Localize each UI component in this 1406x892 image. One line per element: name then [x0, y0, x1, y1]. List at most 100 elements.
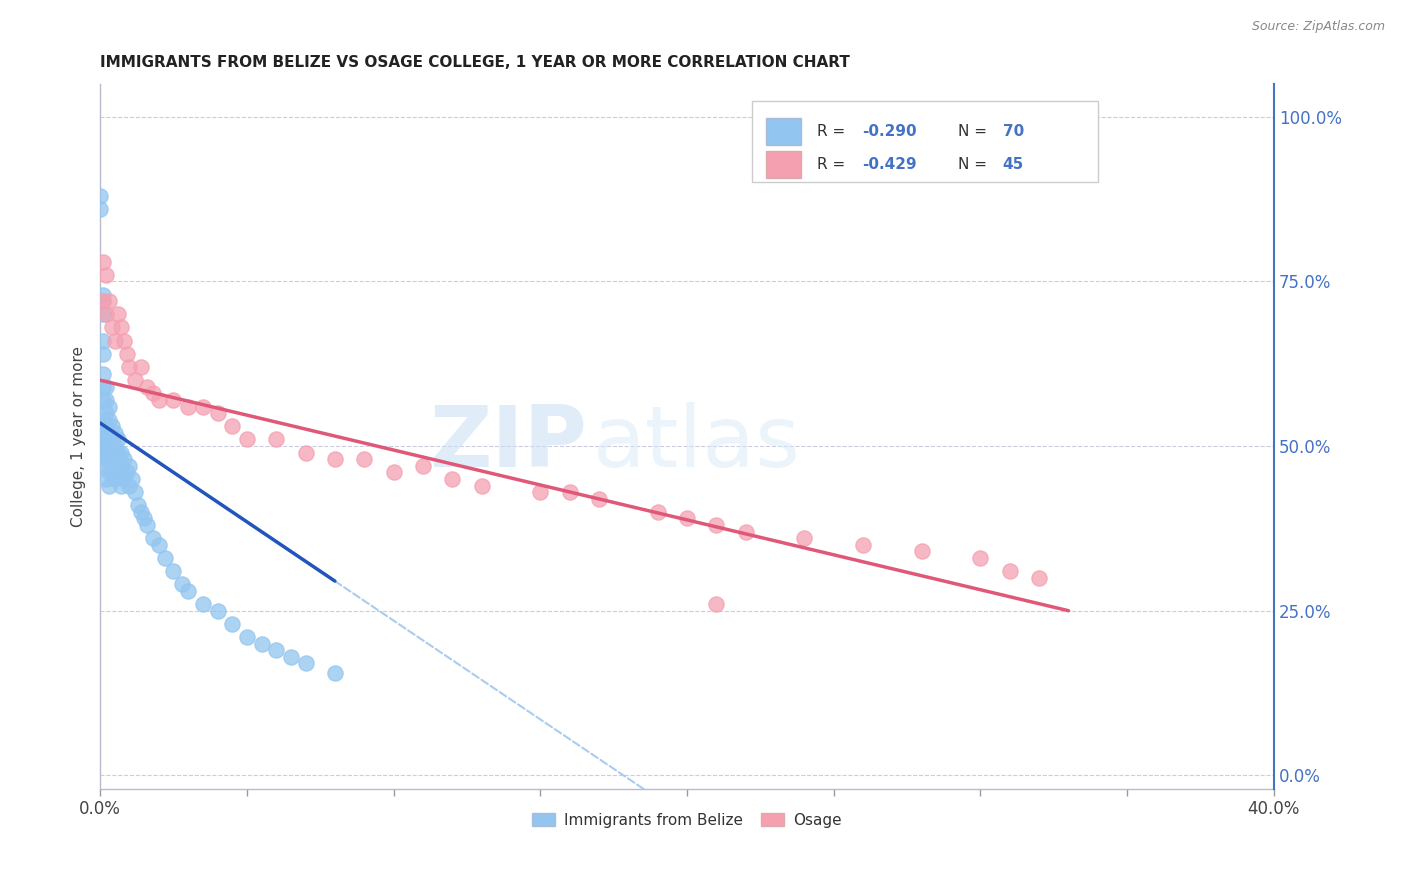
- Point: [353, 452, 375, 467]
- Point: [136, 518, 159, 533]
- Point: [734, 524, 756, 539]
- Point: [89, 202, 111, 216]
- Point: [89, 188, 111, 202]
- Point: [221, 419, 243, 434]
- Point: [118, 359, 141, 374]
- Point: [323, 666, 346, 681]
- Point: [172, 577, 194, 591]
- Point: [107, 307, 129, 321]
- Point: [104, 334, 127, 348]
- Point: [647, 505, 669, 519]
- Point: [1028, 571, 1050, 585]
- Point: [136, 380, 159, 394]
- Point: [94, 472, 117, 486]
- Point: [97, 413, 120, 427]
- Legend: Immigrants from Belize, Osage: Immigrants from Belize, Osage: [526, 806, 848, 834]
- Point: [104, 439, 127, 453]
- Point: [177, 400, 200, 414]
- Point: [852, 538, 875, 552]
- Point: [101, 445, 124, 459]
- Point: [588, 491, 610, 506]
- Point: [148, 538, 170, 552]
- Point: [91, 439, 114, 453]
- Point: [412, 458, 434, 473]
- Point: [129, 359, 152, 374]
- Point: [91, 347, 114, 361]
- Text: IMMIGRANTS FROM BELIZE VS OSAGE COLLEGE, 1 YEAR OR MORE CORRELATION CHART: IMMIGRANTS FROM BELIZE VS OSAGE COLLEGE,…: [100, 55, 851, 70]
- Point: [94, 458, 117, 473]
- Text: ZIP: ZIP: [429, 401, 588, 484]
- Bar: [766, 151, 801, 178]
- Point: [112, 334, 135, 348]
- Point: [911, 544, 934, 558]
- Point: [94, 380, 117, 394]
- Point: [94, 392, 117, 407]
- Point: [94, 433, 117, 447]
- Point: [97, 439, 120, 453]
- Point: [91, 452, 114, 467]
- Point: [793, 531, 815, 545]
- Point: [101, 320, 124, 334]
- Point: [101, 466, 124, 480]
- Point: [91, 294, 114, 309]
- Point: [101, 419, 124, 434]
- Point: [91, 254, 114, 268]
- Point: [294, 445, 316, 459]
- Point: [191, 400, 214, 414]
- Point: [676, 511, 699, 525]
- Point: [110, 320, 132, 334]
- Point: [94, 439, 117, 453]
- Point: [441, 472, 464, 486]
- Point: [97, 294, 120, 309]
- Point: [294, 657, 316, 671]
- Point: [134, 511, 156, 525]
- Bar: [766, 119, 801, 145]
- Point: [94, 406, 117, 420]
- Text: -0.429: -0.429: [862, 157, 917, 172]
- Point: [91, 287, 114, 301]
- Point: [94, 419, 117, 434]
- Point: [110, 478, 132, 492]
- Point: [264, 643, 287, 657]
- Point: [162, 564, 184, 578]
- Point: [101, 433, 124, 447]
- Point: [97, 478, 120, 492]
- Point: [97, 425, 120, 440]
- Point: [104, 472, 127, 486]
- Point: [207, 604, 229, 618]
- Point: [162, 392, 184, 407]
- Point: [191, 597, 214, 611]
- Point: [107, 433, 129, 447]
- Point: [969, 551, 991, 566]
- Point: [107, 445, 129, 459]
- Text: N =: N =: [957, 124, 993, 139]
- Point: [97, 400, 120, 414]
- Point: [706, 518, 728, 533]
- Point: [129, 505, 152, 519]
- Point: [706, 597, 728, 611]
- Point: [94, 307, 117, 321]
- Text: 45: 45: [1002, 157, 1024, 172]
- Text: N =: N =: [957, 157, 993, 172]
- Point: [264, 433, 287, 447]
- Text: 70: 70: [1002, 124, 1024, 139]
- Point: [91, 334, 114, 348]
- Text: R =: R =: [817, 157, 851, 172]
- Point: [124, 373, 146, 387]
- Point: [110, 458, 132, 473]
- Point: [107, 466, 129, 480]
- Point: [221, 616, 243, 631]
- Point: [91, 294, 114, 309]
- Point: [177, 583, 200, 598]
- Point: [94, 445, 117, 459]
- Point: [998, 564, 1021, 578]
- Text: R =: R =: [817, 124, 851, 139]
- Point: [558, 485, 581, 500]
- Point: [97, 466, 120, 480]
- Y-axis label: College, 1 year or more: College, 1 year or more: [72, 346, 86, 526]
- Point: [104, 425, 127, 440]
- Point: [115, 466, 138, 480]
- Point: [112, 472, 135, 486]
- Point: [148, 392, 170, 407]
- Text: -0.290: -0.290: [862, 124, 917, 139]
